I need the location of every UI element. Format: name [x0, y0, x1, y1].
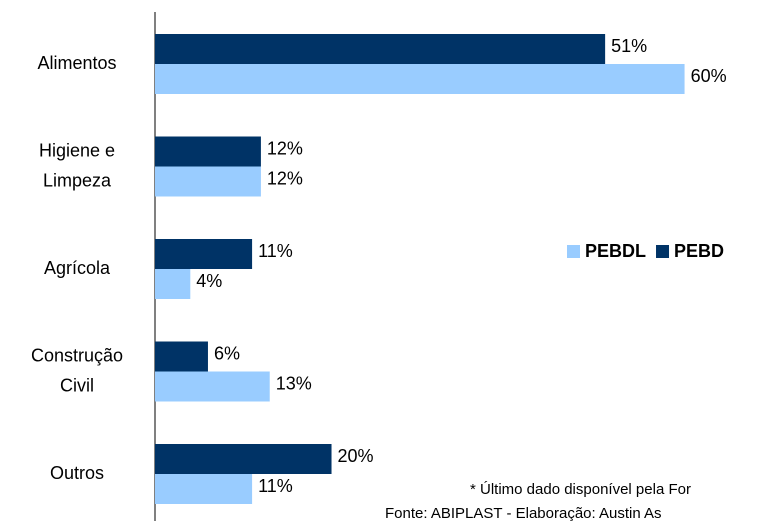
value-label: 13% [276, 373, 312, 393]
category-label: Agrícola [44, 258, 111, 278]
bar [155, 444, 332, 474]
bar [155, 136, 261, 167]
value-label: 11% [258, 476, 293, 496]
category-label: Construção Civil [31, 345, 123, 395]
bar [155, 166, 261, 197]
bar [155, 64, 685, 94]
source: Fonte: ABIPLAST - Elaboração: Austin As [385, 505, 662, 521]
legend-label: PEBDL [585, 241, 646, 261]
value-label: 60% [691, 66, 727, 86]
bar [155, 341, 208, 372]
value-label: 11% [258, 241, 293, 261]
bar [155, 239, 253, 269]
value-label: 51% [611, 36, 647, 56]
bar [155, 269, 191, 299]
value-label: 6% [214, 343, 240, 363]
value-label: 12% [267, 138, 303, 158]
legend-swatch [656, 245, 670, 258]
bar [155, 474, 253, 504]
value-label: 12% [267, 168, 303, 188]
legend-label: PEBD [674, 241, 724, 261]
category-label: Higiene e Limpeza [39, 140, 115, 190]
value-label: 20% [338, 446, 374, 466]
value-label: 4% [196, 271, 222, 291]
category-label: Outros [50, 463, 104, 483]
bar [155, 371, 270, 402]
footnote: * Último dado disponível pela For [470, 481, 691, 498]
bar [155, 34, 606, 64]
legend-swatch [567, 245, 580, 258]
category-label: Alimentos [37, 53, 116, 73]
